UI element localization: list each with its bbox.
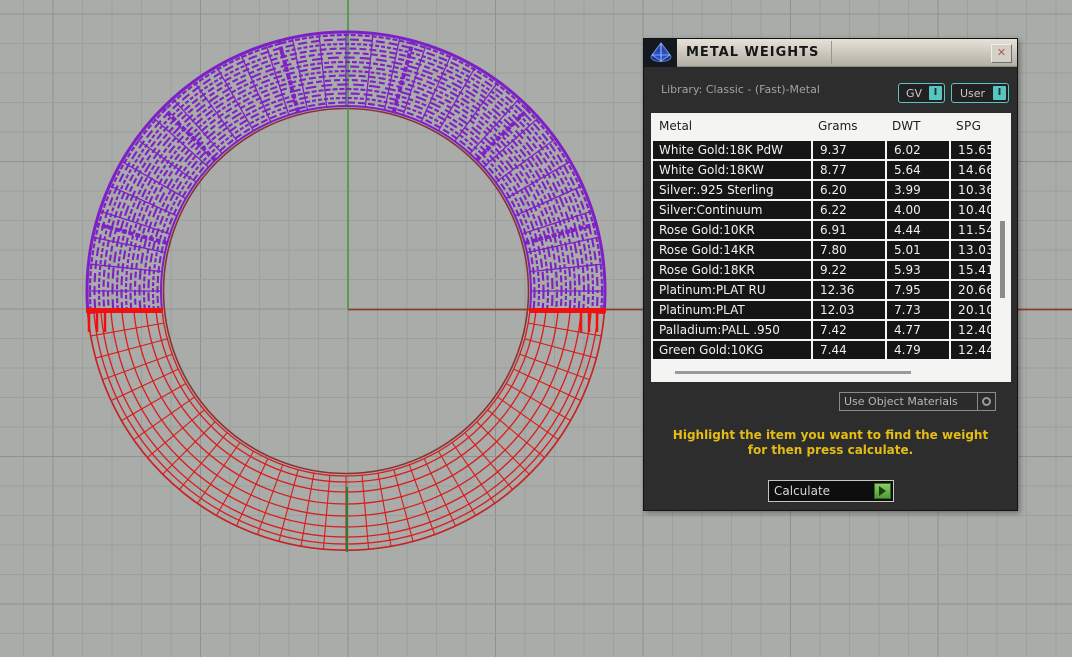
table-row[interactable]: Rose Gold:18KR 9.22 5.93 15.41 [653,261,991,281]
table-cell: 13.03 [949,241,991,259]
table-cell: Platinum:PLAT RU [659,283,766,297]
table-cell: Silver:.925 Sterling [659,183,774,197]
user-toggle-indicator-icon: I [993,86,1006,100]
table-cell: 5.01 [885,241,949,259]
table-cell: 7.95 [885,281,949,299]
use-object-materials-button[interactable]: Use Object Materials [839,392,996,411]
table-cell: Palladium:PALL .950 [659,323,780,337]
radio-indicator-icon [977,393,995,410]
table-cell: 4.44 [885,221,949,239]
metal-weights-dialog: METAL WEIGHTS ✕ Library: Classic - (Fast… [643,38,1018,511]
column-header-grams: Grams [811,113,885,139]
table-row[interactable]: Palladium:PALL .950 7.42 4.77 12.40 [653,321,991,341]
calculate-label: Calculate [774,484,831,498]
table-cell: 3.99 [885,181,949,199]
table-cell: 12.44 [949,341,991,359]
table-row[interactable]: Silver:.925 Sterling 6.20 3.99 10.36 [653,181,991,201]
library-label: Library: Classic - (Fast)-Metal [661,83,820,96]
instruction-line1: Highlight the item you want to find the … [672,428,989,442]
metal-table-body: White Gold:18K PdW 9.37 6.02 15.65 White Gol… [653,141,1011,361]
table-row[interactable]: White Gold:18KW 8.77 5.64 14.66 [653,161,991,181]
table-cell: Rose Gold:10KR [659,223,755,237]
table-row[interactable]: Silver:Continuum 6.22 4.00 10.40 [653,201,991,221]
table-cell: 6.91 [811,221,885,239]
play-arrow-icon [874,483,891,499]
table-cell: 15.41 [949,261,991,279]
use-object-materials-label: Use Object Materials [844,395,958,408]
column-header-dwt: DWT [885,113,949,139]
titlebar-surface: METAL WEIGHTS [677,39,1017,67]
table-row[interactable]: Platinum:PLAT 12.03 7.73 20.10 [653,301,991,321]
horizontal-scrollbar-thumb[interactable] [675,371,911,374]
vertical-scrollbar-thumb[interactable] [1000,221,1005,298]
table-cell: 7.73 [885,301,949,319]
ring-wireframe-bottom[interactable] [87,32,605,552]
metal-table-header: Metal Grams DWT SPG [653,113,1011,141]
table-cell: 9.37 [811,141,885,159]
table-cell: 12.03 [811,301,885,319]
dialog-title: METAL WEIGHTS [686,45,820,60]
table-cell: 10.40 [949,201,991,219]
column-header-spg: SPG [949,113,991,139]
table-cell: 4.00 [885,201,949,219]
table-cell: 4.79 [885,341,949,359]
table-cell: 20.66 [949,281,991,299]
table-cell: 12.36 [811,281,885,299]
table-cell: 20.10 [949,301,991,319]
instruction-line2: for then press calculate. [747,443,914,457]
table-cell: 5.93 [885,261,949,279]
table-cell: Rose Gold:14KR [659,243,755,257]
instruction-text: Highlight the item you want to find the … [644,428,1017,458]
metal-table: Metal Grams DWT SPG White Gold:18K PdW 9.… [651,113,1011,382]
table-row[interactable]: White Gold:18K PdW 9.37 6.02 15.65 [653,141,991,161]
table-cell: 5.64 [885,161,949,179]
table-cell: Rose Gold:18KR [659,263,755,277]
table-cell: 6.20 [811,181,885,199]
table-cell: 10.36 [949,181,991,199]
table-cell: 14.66 [949,161,991,179]
calculate-button[interactable]: Calculate [768,480,894,502]
table-cell: 15.65 [949,141,991,159]
table-cell: 7.42 [811,321,885,339]
column-header-metal: Metal [653,113,811,139]
dialog-body: Library: Classic - (Fast)-Metal GV I Use… [644,67,1017,510]
table-cell: Platinum:PLAT [659,303,745,317]
table-cell: 7.44 [811,341,885,359]
user-button-label: User [959,86,986,100]
table-cell: White Gold:18KW [659,163,764,177]
ring-wireframe-top[interactable] [85,30,607,550]
table-cell: 7.80 [811,241,885,259]
table-row[interactable]: Rose Gold:14KR 7.80 5.01 13.03 [653,241,991,261]
table-cell: 4.77 [885,321,949,339]
table-row[interactable]: Green Gold:10KG 7.44 4.79 12.44 [653,341,991,361]
table-cell: 8.77 [811,161,885,179]
table-cell: 11.54 [949,221,991,239]
table-row[interactable]: Platinum:PLAT RU 12.36 7.95 20.66 [653,281,991,301]
table-row[interactable]: Rose Gold:10KR 6.91 4.44 11.54 [653,221,991,241]
table-cell: 6.02 [885,141,949,159]
table-cell: 12.40 [949,321,991,339]
table-cell: White Gold:18K PdW [659,143,784,157]
dialog-titlebar[interactable]: METAL WEIGHTS ✕ [644,39,1017,67]
table-cell: 6.22 [811,201,885,219]
gv-toggle-indicator-icon: I [929,86,942,100]
close-icon[interactable]: ✕ [991,44,1012,63]
table-cell: 9.22 [811,261,885,279]
table-cell: Silver:Continuum [659,203,763,217]
gem-app-icon [644,39,677,67]
ring-selection-highlight [86,308,606,332]
user-toggle-button[interactable]: User I [951,83,1009,103]
gv-toggle-button[interactable]: GV I [898,83,945,103]
table-cell: Green Gold:10KG [659,343,764,357]
gv-button-label: GV [905,86,923,100]
